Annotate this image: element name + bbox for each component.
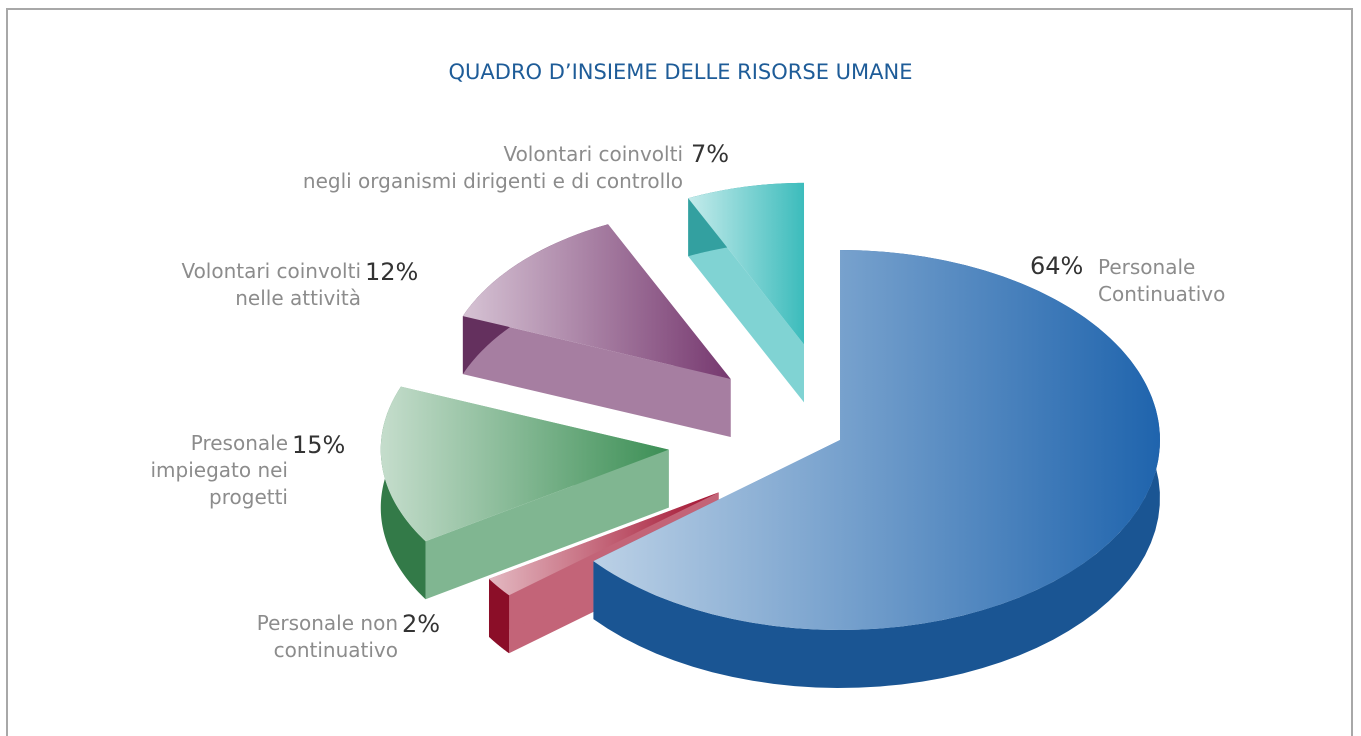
slice <box>593 250 1161 631</box>
slice <box>593 250 1161 688</box>
slice <box>380 386 669 542</box>
slice-side <box>593 250 1160 688</box>
value-label: 64% <box>1030 252 1084 280</box>
frame <box>6 8 1353 736</box>
slice-label: Presonale impiegato nei progetti <box>150 431 288 509</box>
value-label: 12% <box>365 258 419 286</box>
value-label: 7% <box>691 140 730 168</box>
slice-wall <box>462 316 731 438</box>
slice-label: Personale Continuativo <box>1098 255 1226 306</box>
slice-side <box>488 578 510 654</box>
slice <box>462 224 731 380</box>
slice <box>688 182 805 403</box>
slice <box>380 386 669 600</box>
slice-label: Personale non continuativo <box>256 611 398 662</box>
slice-label: Volontari coinvolti negli organismi diri… <box>302 142 683 193</box>
value-label: 15% <box>292 431 346 459</box>
chart-title: QUADRO D’INSIEME DELLE RISORSE UMANE <box>448 60 913 84</box>
slice <box>488 492 719 596</box>
slice-label: Volontari coinvolti nelle attività <box>181 259 361 310</box>
slice <box>462 224 731 438</box>
slice <box>688 182 805 345</box>
value-label: 2% <box>402 610 441 638</box>
